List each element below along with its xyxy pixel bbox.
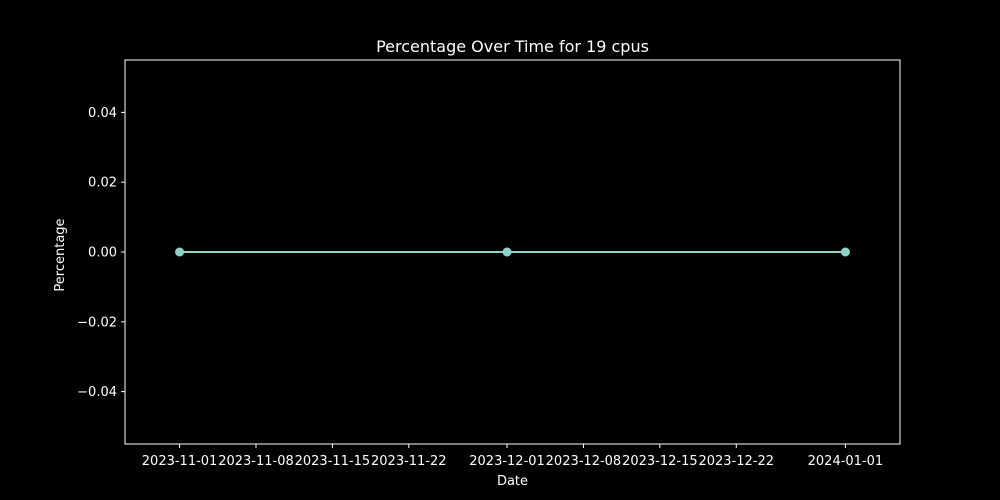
y-tick-label: 0.04 <box>88 106 117 121</box>
y-tick-label: 0.00 <box>88 246 117 261</box>
y-tick-label: 0.02 <box>88 176 117 191</box>
x-tick-label: 2023-11-22 <box>371 454 447 469</box>
x-tick-label: 2023-11-08 <box>218 454 294 469</box>
x-tick-label: 2024-01-01 <box>808 454 884 469</box>
x-tick-label: 2023-11-01 <box>142 454 218 469</box>
x-axis-label: Date <box>497 474 528 489</box>
y-tick-label: −0.02 <box>77 315 117 330</box>
series-layer <box>175 247 850 257</box>
x-tick-label: 2023-12-22 <box>698 454 774 469</box>
data-point <box>175 247 185 257</box>
x-tick-label: 2023-12-01 <box>469 454 545 469</box>
y-axis-ticks: −0.04 −0.02 0.00 0.02 0.04 <box>77 106 125 400</box>
y-tick-label: −0.04 <box>77 385 117 400</box>
y-axis-label: Percentage <box>53 218 68 291</box>
data-point <box>502 247 512 257</box>
x-tick-label: 2023-12-15 <box>622 454 698 469</box>
x-tick-label: 2023-11-15 <box>295 454 371 469</box>
x-tick-label: 2023-12-08 <box>546 454 622 469</box>
data-point <box>840 247 850 257</box>
chart-title: Percentage Over Time for 19 cpus <box>376 37 649 56</box>
x-axis-ticks: 2023-11-01 2023-11-08 2023-11-15 2023-11-22… <box>142 444 883 469</box>
